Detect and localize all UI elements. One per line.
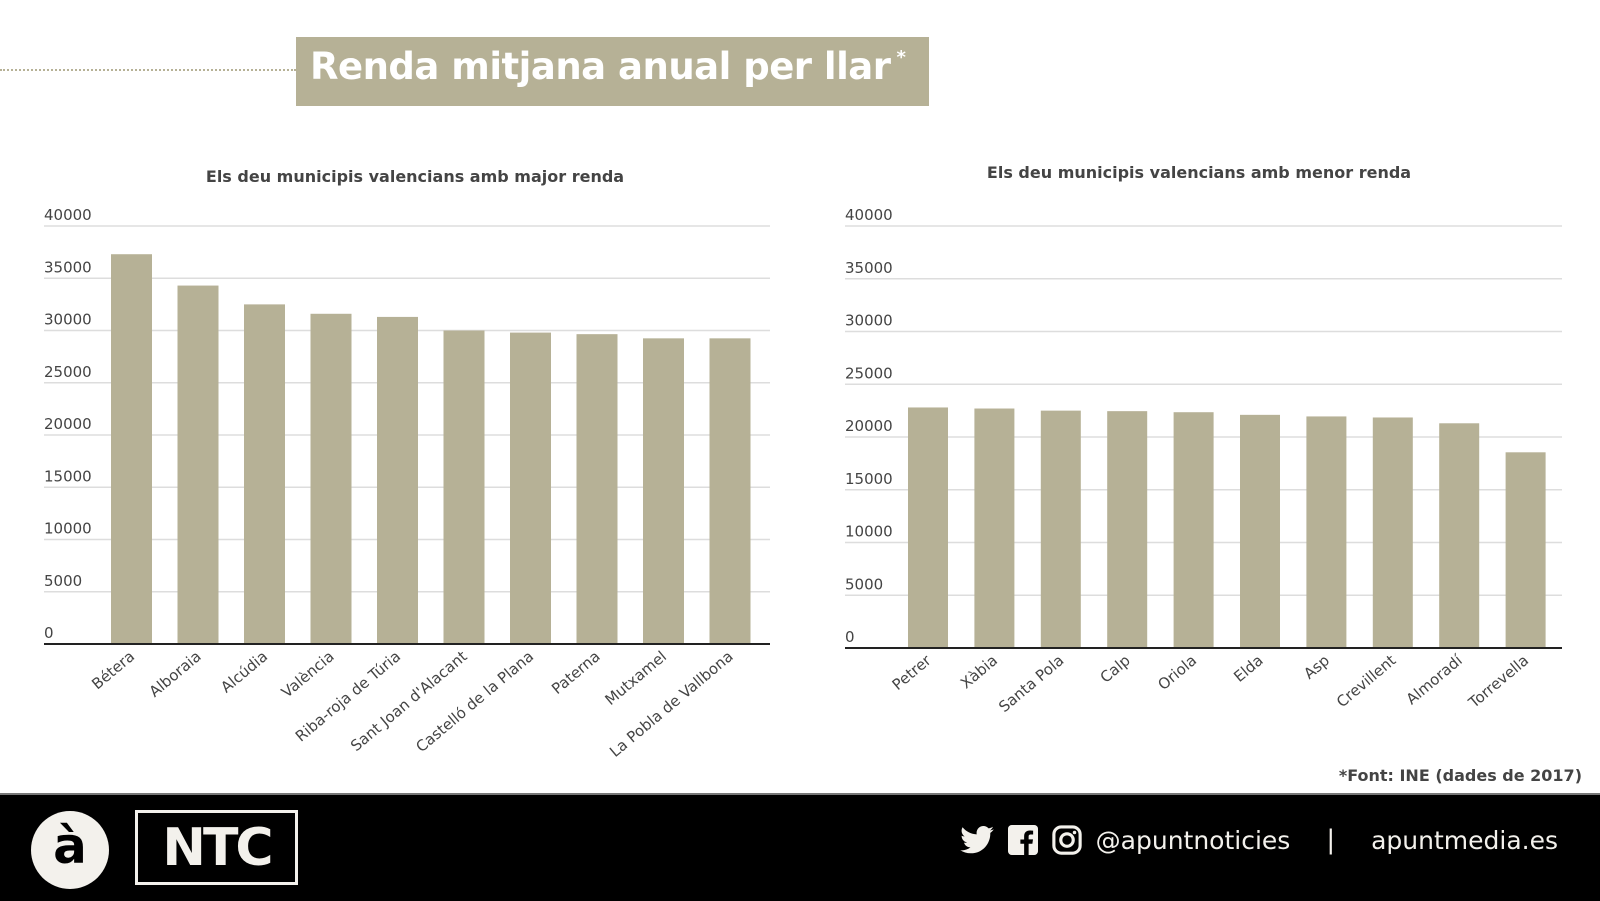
chart-title: Els deu municipis valencians amb menor r…: [987, 163, 1411, 182]
y-tick-label: 0: [44, 624, 54, 642]
x-tick-label: Castelló de la Plana: [412, 647, 537, 756]
bar: [643, 338, 684, 644]
bar: [377, 316, 418, 644]
y-tick-label: 35000: [44, 258, 92, 276]
y-tick-label: 0: [845, 628, 855, 646]
x-tick-label: Xàbia: [957, 651, 1001, 692]
bar: [576, 334, 618, 644]
bar: [1372, 417, 1413, 648]
x-tick-label: Asp: [1300, 651, 1333, 683]
bar: [1505, 452, 1546, 648]
y-tick-label: 25000: [44, 363, 92, 381]
bar: [510, 332, 551, 644]
apunt-logo: à: [31, 811, 109, 889]
bar: [244, 304, 285, 644]
separator: |: [1326, 825, 1336, 855]
facebook-icon[interactable]: [1007, 825, 1038, 855]
bar: [908, 407, 948, 648]
y-tick-label: 15000: [44, 467, 92, 485]
y-tick-label: 5000: [44, 572, 82, 590]
y-tick-label: 20000: [845, 417, 893, 435]
ntc-text: NTC: [162, 817, 273, 878]
bar: [709, 338, 751, 644]
x-tick-label: Bétera: [88, 647, 138, 693]
charts-canvas: Els deu municipis valencians amb major r…: [44, 163, 1562, 761]
bar: [1173, 412, 1214, 648]
source-note: *Font: INE (dades de 2017): [1338, 766, 1582, 785]
y-tick-label: 15000: [845, 470, 893, 488]
x-tick-label: Alcúdia: [217, 647, 271, 696]
instagram-icon[interactable]: [1051, 825, 1082, 855]
footer: à NTC @apuntnoticies | apuntmedia.es: [0, 793, 1600, 901]
social-handle[interactable]: @apuntnoticies: [1095, 825, 1291, 855]
x-tick-label: Elda: [1230, 651, 1266, 686]
y-tick-label: 30000: [845, 312, 893, 330]
x-tick-label: Torrevella: [1464, 651, 1532, 712]
bar: [974, 408, 1015, 648]
x-tick-label: Alboraia: [146, 647, 205, 701]
decorative-dotted-line: [0, 69, 296, 71]
x-tick-label: Calp: [1097, 651, 1134, 686]
bar: [1306, 416, 1347, 648]
bar: [443, 330, 485, 644]
bar: [310, 313, 352, 644]
bar: [1040, 410, 1081, 648]
bar: [1107, 411, 1148, 648]
x-tick-label: València: [278, 647, 338, 701]
y-tick-label: 10000: [44, 520, 92, 538]
y-tick-label: 40000: [44, 206, 92, 224]
title-text: Renda mitjana anual per llar: [310, 45, 891, 88]
x-tick-label: Santa Pola: [995, 651, 1067, 716]
website-link[interactable]: apuntmedia.es: [1371, 825, 1558, 855]
x-tick-label: La Pobla de Vallbona: [606, 647, 736, 761]
bar: [1439, 423, 1480, 648]
x-tick-label: Paterna: [548, 647, 603, 698]
twitter-icon[interactable]: [959, 826, 994, 854]
x-tick-label: Oriola: [1154, 651, 1200, 694]
ntc-logo: NTC: [135, 810, 298, 885]
y-tick-label: 25000: [845, 364, 893, 382]
logo-letter: à: [53, 817, 87, 875]
x-tick-label: Petrer: [889, 651, 936, 694]
page-title: Renda mitjana anual per llar *: [310, 45, 906, 88]
x-tick-label: Almoradí: [1403, 651, 1467, 709]
y-tick-label: 30000: [44, 311, 92, 329]
bar: [1240, 414, 1280, 648]
y-tick-label: 20000: [44, 415, 92, 433]
y-tick-label: 35000: [845, 259, 893, 277]
x-tick-label: Crevillent: [1333, 651, 1399, 711]
x-tick-label: Sant Joan d'Alacant: [347, 647, 471, 755]
social-bar: @apuntnoticies | apuntmedia.es: [959, 815, 1558, 865]
title-banner: Renda mitjana anual per llar *: [296, 37, 929, 106]
title-asterisk: *: [896, 47, 906, 68]
y-tick-label: 5000: [845, 575, 883, 593]
bar: [111, 254, 152, 644]
y-tick-label: 40000: [845, 206, 893, 224]
chart-title: Els deu municipis valencians amb major r…: [206, 167, 624, 186]
x-tick-label: Mutxamel: [601, 647, 670, 709]
y-tick-label: 10000: [845, 523, 893, 541]
bar: [177, 285, 219, 644]
